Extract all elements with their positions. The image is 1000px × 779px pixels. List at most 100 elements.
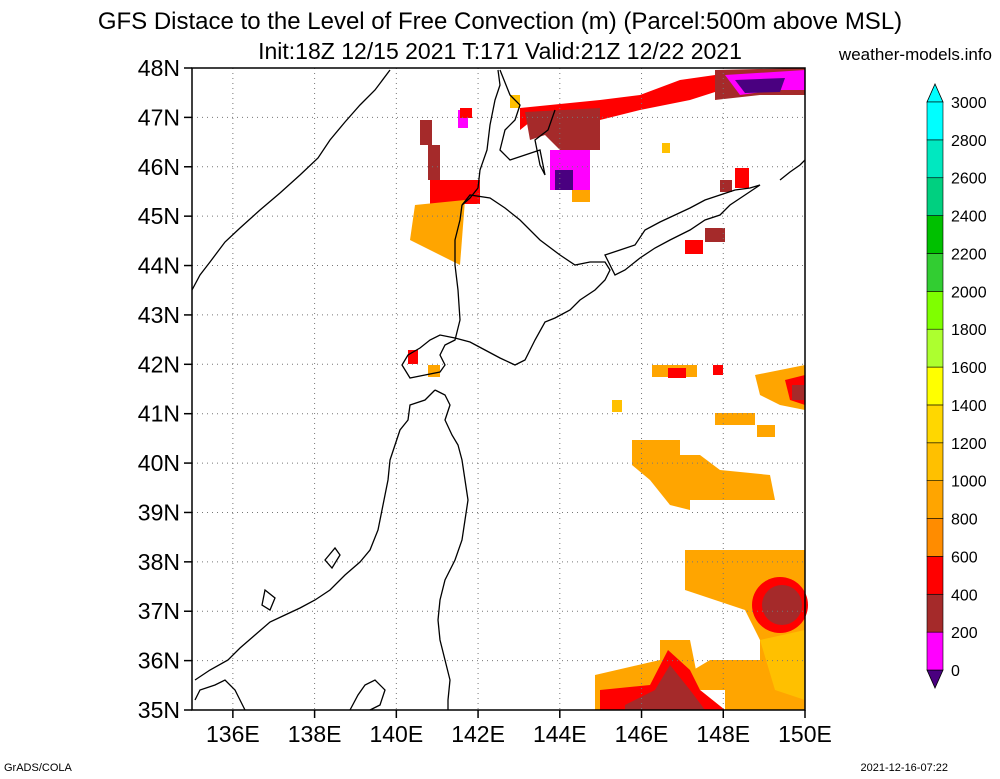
colorbar-swatch (926, 177, 944, 216)
field-patch-red-4 (735, 168, 749, 188)
colorbar-swatch (926, 593, 944, 633)
lon-tick-label: 148E (696, 721, 750, 747)
colorbar-label: 200 (951, 625, 978, 642)
colorbar-min-triangle (926, 669, 944, 689)
map-axes: 136E 138E 140E 142E 144E 146E 148E 150E 35N 36N 37… (138, 55, 832, 747)
field-patch-red-2 (430, 180, 480, 204)
lat-tick-label: 45N (138, 203, 180, 229)
lat-tick-label: 42N (138, 351, 180, 377)
footer-left: GrADS/COLA (4, 762, 72, 774)
footer-timestamp: 2021-12-16-07:22 (860, 762, 948, 774)
field-patch-magenta-2 (458, 110, 468, 128)
lat-tick-label: 48N (138, 55, 180, 81)
colorbar-label: 2800 (951, 133, 987, 150)
coastline-kuril (604, 159, 806, 276)
colorbar-swatch (926, 366, 944, 406)
lat-tick-label: 47N (138, 104, 180, 130)
field-patch-brown-7 (762, 585, 802, 625)
field-patch-orange-9 (632, 440, 775, 510)
field-patch-purple-1 (555, 170, 573, 190)
field-patch-red-8 (713, 365, 723, 375)
lon-tick-label: 140E (369, 721, 423, 747)
colorbar-swatch (926, 291, 944, 330)
colorbar-label: 2000 (951, 284, 987, 301)
grid-lines (192, 68, 805, 710)
field-patch-brown-2 (420, 120, 432, 145)
colorbar-swatch (926, 480, 944, 519)
coastline-honshu-tohoku (194, 389, 469, 710)
field-patch-brown-6 (792, 385, 805, 400)
field-patch-brown-4 (720, 180, 732, 192)
lon-tick-label: 144E (533, 721, 587, 747)
lon-tick-label: 138E (288, 721, 342, 747)
field-patch-orange-8 (757, 425, 775, 437)
site-label: weather-models.info (838, 45, 992, 64)
colorbar-label: 3000 (951, 95, 987, 112)
colorbar-swatch (926, 631, 944, 671)
lon-tick-label: 142E (451, 721, 505, 747)
field-patch-red-7 (668, 368, 686, 378)
lon-tick-label: 136E (206, 721, 260, 747)
lat-tick-label: 41N (138, 401, 180, 427)
colorbar-swatch (926, 101, 944, 141)
lat-tick-label: 35N (138, 697, 180, 723)
field-patch-red-6 (408, 350, 418, 364)
field-patch-yellow-1 (760, 630, 805, 700)
field-patch-orange-6 (612, 400, 622, 412)
coastline-noto (261, 588, 276, 611)
coastline-west-japan (194, 679, 246, 711)
colorbar-label: 800 (951, 512, 978, 529)
lat-tick-label: 36N (138, 648, 180, 674)
lon-tick-label: 150E (778, 721, 832, 747)
lat-tick-label: 44N (138, 253, 180, 279)
field-patch-brown-8 (625, 665, 705, 710)
colorbar: 0 200 400 600 800 1000 1200 1400 1600 1800 2000 220… (926, 83, 987, 689)
field-patch-orange-1 (572, 190, 590, 202)
field-patch-orange-3 (428, 365, 440, 377)
chart-subtitle: Init:18Z 12/15 2021 T:171 Valid:21Z 12/2… (258, 38, 742, 64)
coastline-sakhalin (461, 69, 556, 206)
colorbar-label: 2600 (951, 171, 987, 188)
lat-tick-label: 39N (138, 499, 180, 525)
field-patch-ne-purple (735, 78, 785, 93)
field-patch-brown-5 (705, 228, 725, 242)
coastline-mainland-asia (191, 69, 391, 291)
field-patch-red-3 (460, 108, 472, 118)
field-patch-orange-2 (662, 143, 670, 153)
field-patch-nw-hokkaido-orange (410, 200, 465, 265)
coastline-sado (324, 546, 341, 570)
colorbar-label: 1400 (951, 398, 987, 415)
field-patch-orange-7 (715, 413, 755, 425)
chart-title: GFS Distace to the Level of Free Convect… (97, 8, 903, 35)
lat-tick-label: 38N (138, 549, 180, 575)
lat-tick-label: 37N (138, 598, 180, 624)
colorbar-label: 400 (951, 587, 978, 604)
lon-tick-label: 146E (615, 721, 669, 747)
colorbar-label: 2200 (951, 246, 987, 263)
colorbar-label: 2400 (951, 209, 987, 226)
colorbar-swatch (926, 215, 944, 254)
colorbar-label: 1200 (951, 436, 987, 453)
colorbar-label: 600 (951, 549, 978, 566)
colorbar-label: 1800 (951, 322, 987, 339)
lat-tick-label: 46N (138, 154, 180, 180)
map-frame (191, 67, 806, 711)
coastline-kanto (349, 679, 386, 711)
field-patch-brown-3 (428, 145, 440, 180)
colorbar-swatch (926, 139, 944, 179)
colorbar-swatch (926, 518, 944, 557)
lat-tick-label: 40N (138, 450, 180, 476)
colorbar-label: 1600 (951, 360, 987, 377)
colorbar-swatch (926, 442, 944, 481)
lat-tick-label: 43N (138, 302, 180, 328)
colorbar-swatch (926, 253, 944, 292)
colorbar-swatch (926, 404, 944, 444)
field-patch-red-5 (685, 240, 703, 254)
colorbar-swatch (926, 556, 944, 595)
colorbar-max-triangle (926, 83, 944, 103)
lfc-field-layer (408, 68, 808, 710)
colorbar-label: 0 (951, 663, 960, 680)
coastlines (191, 69, 806, 711)
colorbar-swatch (926, 328, 944, 368)
